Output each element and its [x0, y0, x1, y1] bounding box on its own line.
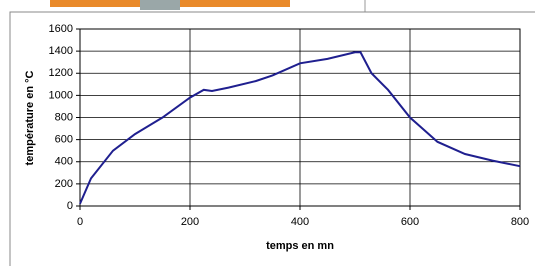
- x-tick-label: 600: [401, 216, 419, 228]
- y-tick-label: 0: [67, 200, 73, 212]
- y-tick-label: 1200: [49, 67, 73, 79]
- y-tick-label: 600: [55, 134, 73, 146]
- x-tick-label: 800: [511, 216, 529, 228]
- x-tick-label: 0: [77, 216, 83, 228]
- y-tick-label: 800: [55, 111, 73, 123]
- y-tick-label: 1000: [49, 89, 73, 101]
- screenshot: temps en mn température en °C 0 200 400 600…: [0, 0, 535, 266]
- x-tick-label: 400: [291, 216, 309, 228]
- y-tick-label: 1400: [49, 45, 73, 57]
- y-tick-label: 1600: [49, 23, 73, 35]
- x-axis-label: temps en mn: [266, 240, 334, 252]
- thumbnail: [140, 0, 180, 10]
- y-tick-label: 400: [55, 156, 73, 168]
- y-tick-label: 200: [55, 178, 73, 190]
- y-axis-label: température en °C: [24, 71, 36, 166]
- x-tick-label: 200: [181, 216, 199, 228]
